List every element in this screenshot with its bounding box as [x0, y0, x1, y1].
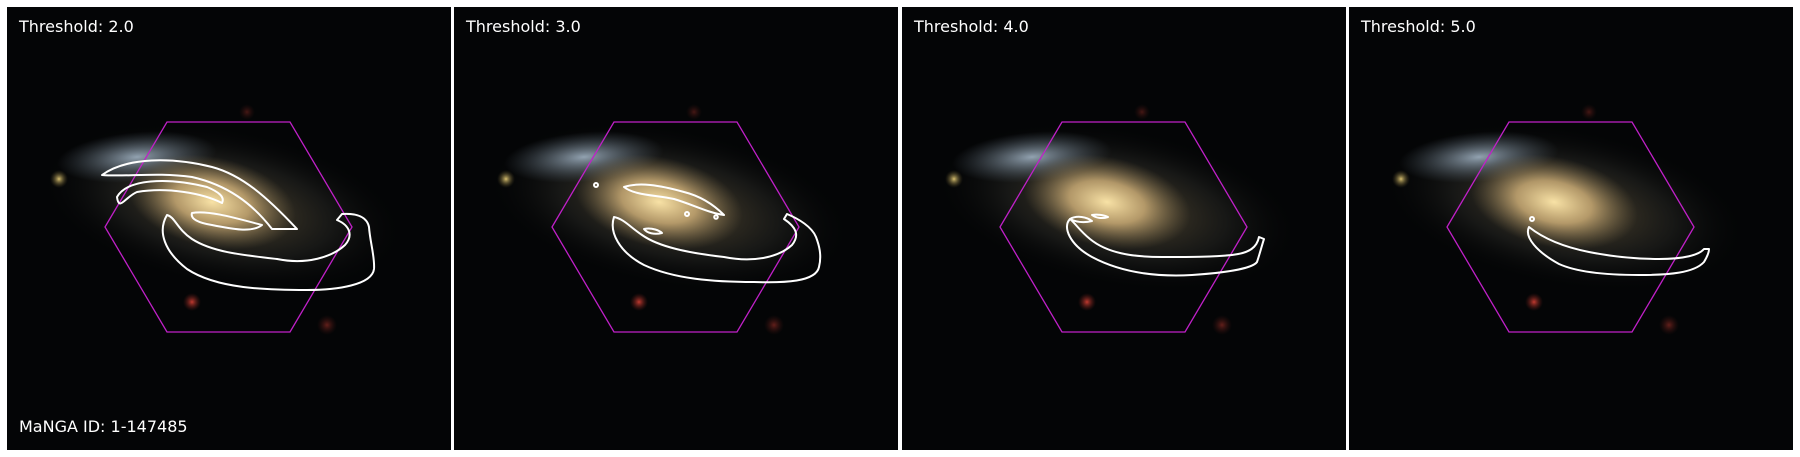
- galaxy-image: [7, 7, 451, 450]
- threshold-label: Threshold: 4.0: [914, 17, 1029, 36]
- galaxy-panel-threshold-4: Threshold: 4.0: [902, 7, 1346, 450]
- contour-lines: [101, 159, 376, 291]
- galaxy-image: [902, 7, 1346, 450]
- galaxy-panel-threshold-3: Threshold: 3.0: [454, 7, 898, 450]
- galaxy-id-label: MaNGA ID: 1-147485: [19, 417, 188, 436]
- galaxy-panel-threshold-2: Threshold: 2.0 MaNGA ID: 1-147485: [7, 7, 451, 450]
- threshold-label: Threshold: 5.0: [1361, 17, 1476, 36]
- galaxy-image: [454, 7, 898, 450]
- galaxy-image: [1349, 7, 1793, 450]
- threshold-label: Threshold: 2.0: [19, 17, 134, 36]
- threshold-label: Threshold: 3.0: [466, 17, 581, 36]
- ifu-hexagon: [999, 121, 1248, 333]
- galaxy-panel-threshold-5: Threshold: 5.0: [1349, 7, 1793, 450]
- contour-lines: [1065, 213, 1265, 277]
- contour-lines: [1526, 216, 1710, 276]
- ifu-hexagon: [104, 121, 353, 333]
- ifu-hexagon: [1446, 121, 1695, 333]
- contour-lines: [593, 182, 822, 284]
- ifu-hexagon: [551, 121, 800, 333]
